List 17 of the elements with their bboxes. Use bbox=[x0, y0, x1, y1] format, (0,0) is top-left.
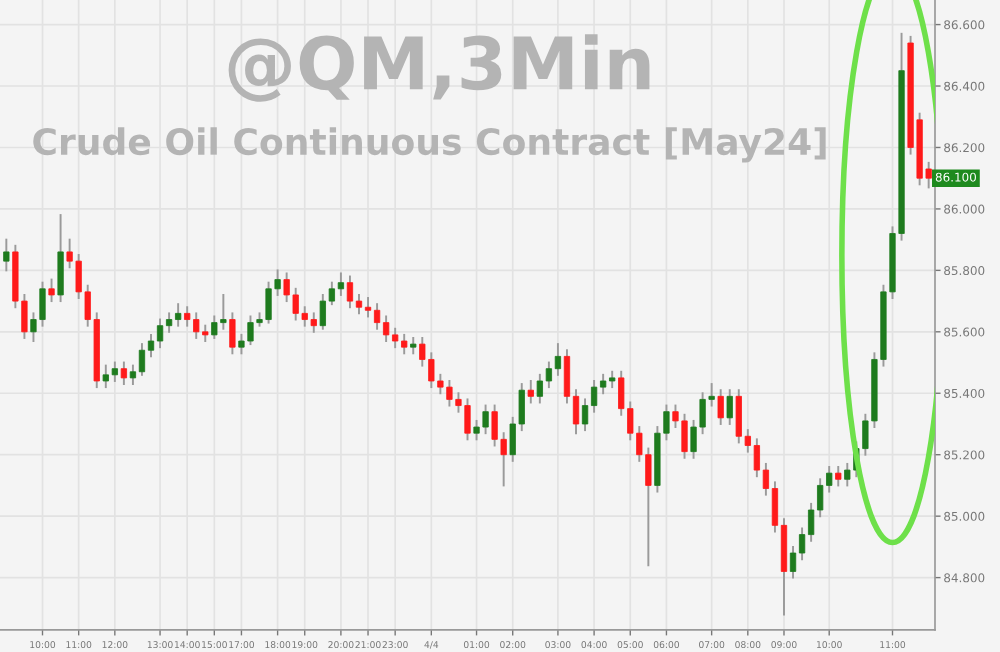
candlestick bbox=[835, 466, 842, 487]
candlestick bbox=[3, 238, 10, 272]
candlestick bbox=[156, 318, 164, 349]
candlestick bbox=[717, 389, 724, 425]
candlestick bbox=[346, 275, 354, 309]
text: Crude Oil Continuous Contract [May24] bbox=[33, 127, 826, 163]
candlestick bbox=[138, 343, 146, 376]
candlestick bbox=[554, 343, 562, 376]
candlestick bbox=[48, 278, 55, 303]
candlestick bbox=[364, 297, 372, 318]
candlestick bbox=[373, 303, 381, 330]
candlestick bbox=[527, 380, 534, 404]
candlestick bbox=[229, 312, 236, 355]
candlestick bbox=[57, 214, 64, 303]
candlestick bbox=[120, 361, 128, 386]
chart-title: @QM,3Min bbox=[228, 34, 650, 102]
candlestick bbox=[726, 389, 733, 425]
